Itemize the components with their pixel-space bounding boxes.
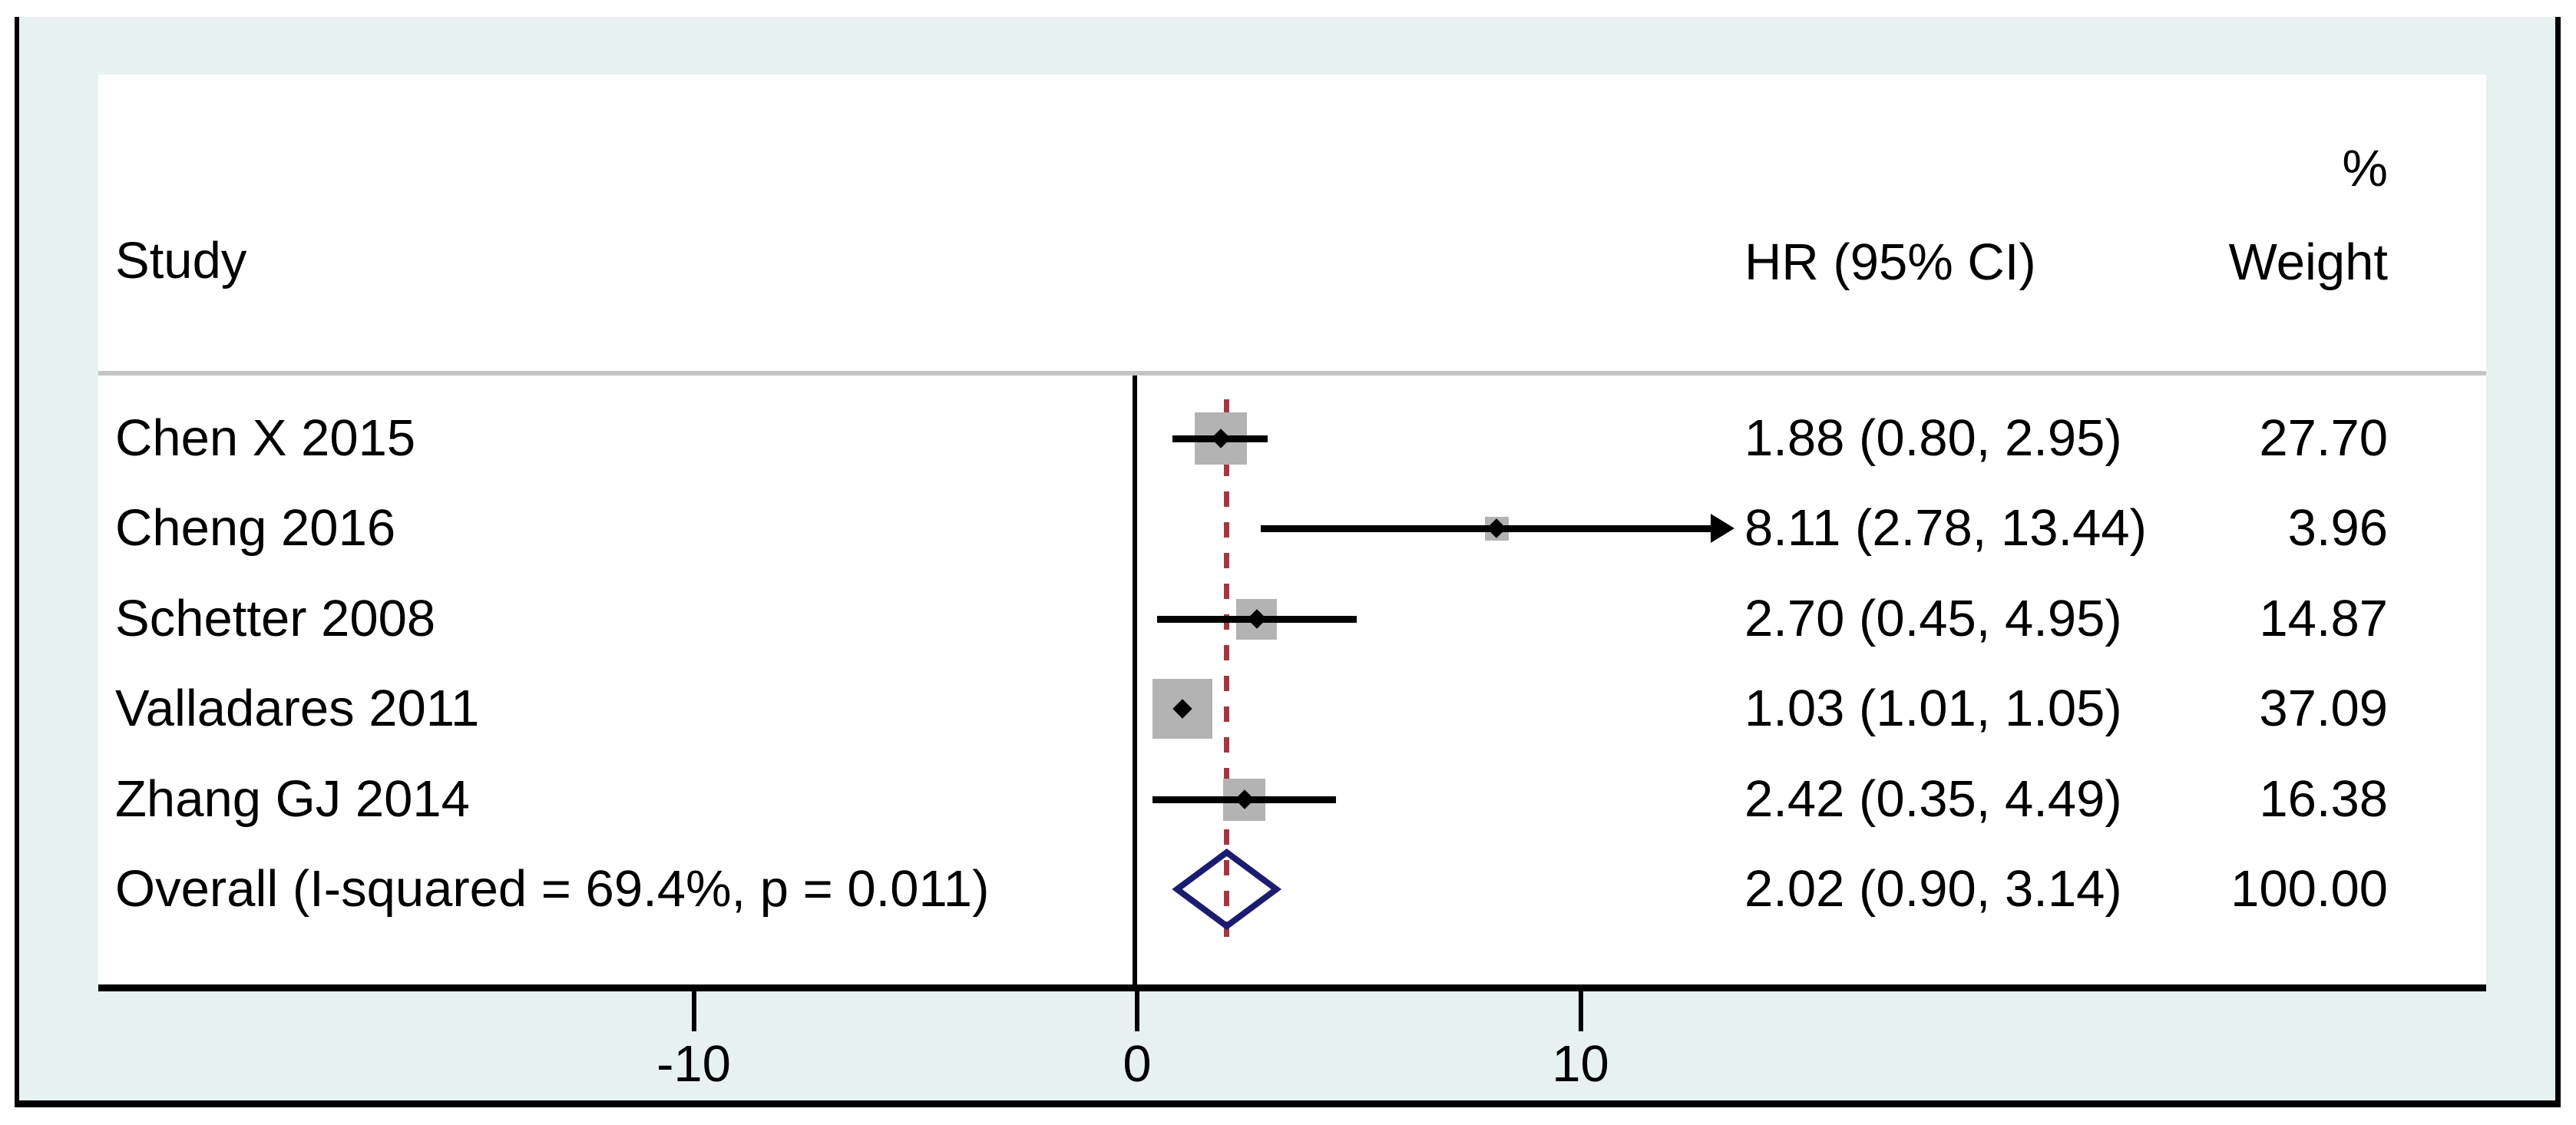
x-tick-label: 10	[1552, 1035, 1609, 1093]
study-label: Schetter 2008	[115, 590, 436, 647]
weight-value: 14.87	[2259, 590, 2388, 647]
ci-line	[1260, 525, 1711, 532]
overall-hr-ci-value: 2.02 (0.90, 3.14)	[1744, 860, 2122, 918]
percent-column-header: %	[2342, 140, 2388, 197]
x-tick-mark	[1135, 991, 1139, 1031]
study-label: Cheng 2016	[115, 499, 396, 557]
null-effect-line	[1133, 376, 1137, 984]
overall-weight-value: 100.00	[2230, 860, 2388, 918]
hr-ci-column-header: HR (95% CI)	[1744, 233, 2036, 291]
hr-ci-value: 2.42 (0.35, 4.49)	[1744, 770, 2122, 828]
header-separator-line	[98, 371, 2486, 376]
study-label: Valladares 2011	[115, 680, 480, 737]
overall-diamond	[1172, 849, 1282, 930]
study-label: Chen X 2015	[115, 409, 416, 467]
x-tick-label: 0	[1123, 1035, 1152, 1093]
hr-ci-value: 1.88 (0.80, 2.95)	[1744, 409, 2122, 467]
weight-value: 37.09	[2259, 680, 2388, 737]
hr-ci-value: 8.11 (2.78, 13.44)	[1744, 499, 2147, 557]
hr-ci-value: 1.03 (1.01, 1.05)	[1744, 680, 2122, 737]
weight-column-header: Weight	[2228, 233, 2388, 291]
x-axis-line	[98, 984, 2486, 991]
x-tick-label: -10	[656, 1035, 731, 1093]
study-column-header: Study	[115, 232, 247, 290]
overall-estimate-dashed-line	[1224, 399, 1229, 949]
study-label: Zhang GJ 2014	[115, 770, 470, 828]
ci-arrow-head	[1711, 514, 1735, 543]
hr-ci-value: 2.70 (0.45, 4.95)	[1744, 590, 2122, 647]
weight-value: 27.70	[2259, 409, 2388, 467]
overall-label: Overall (I-squared = 69.4%, p = 0.011)	[115, 860, 990, 918]
weight-value: 16.38	[2259, 770, 2388, 828]
weight-value: 3.96	[2287, 499, 2388, 557]
x-tick-mark	[1578, 991, 1583, 1031]
x-tick-mark	[691, 991, 696, 1031]
